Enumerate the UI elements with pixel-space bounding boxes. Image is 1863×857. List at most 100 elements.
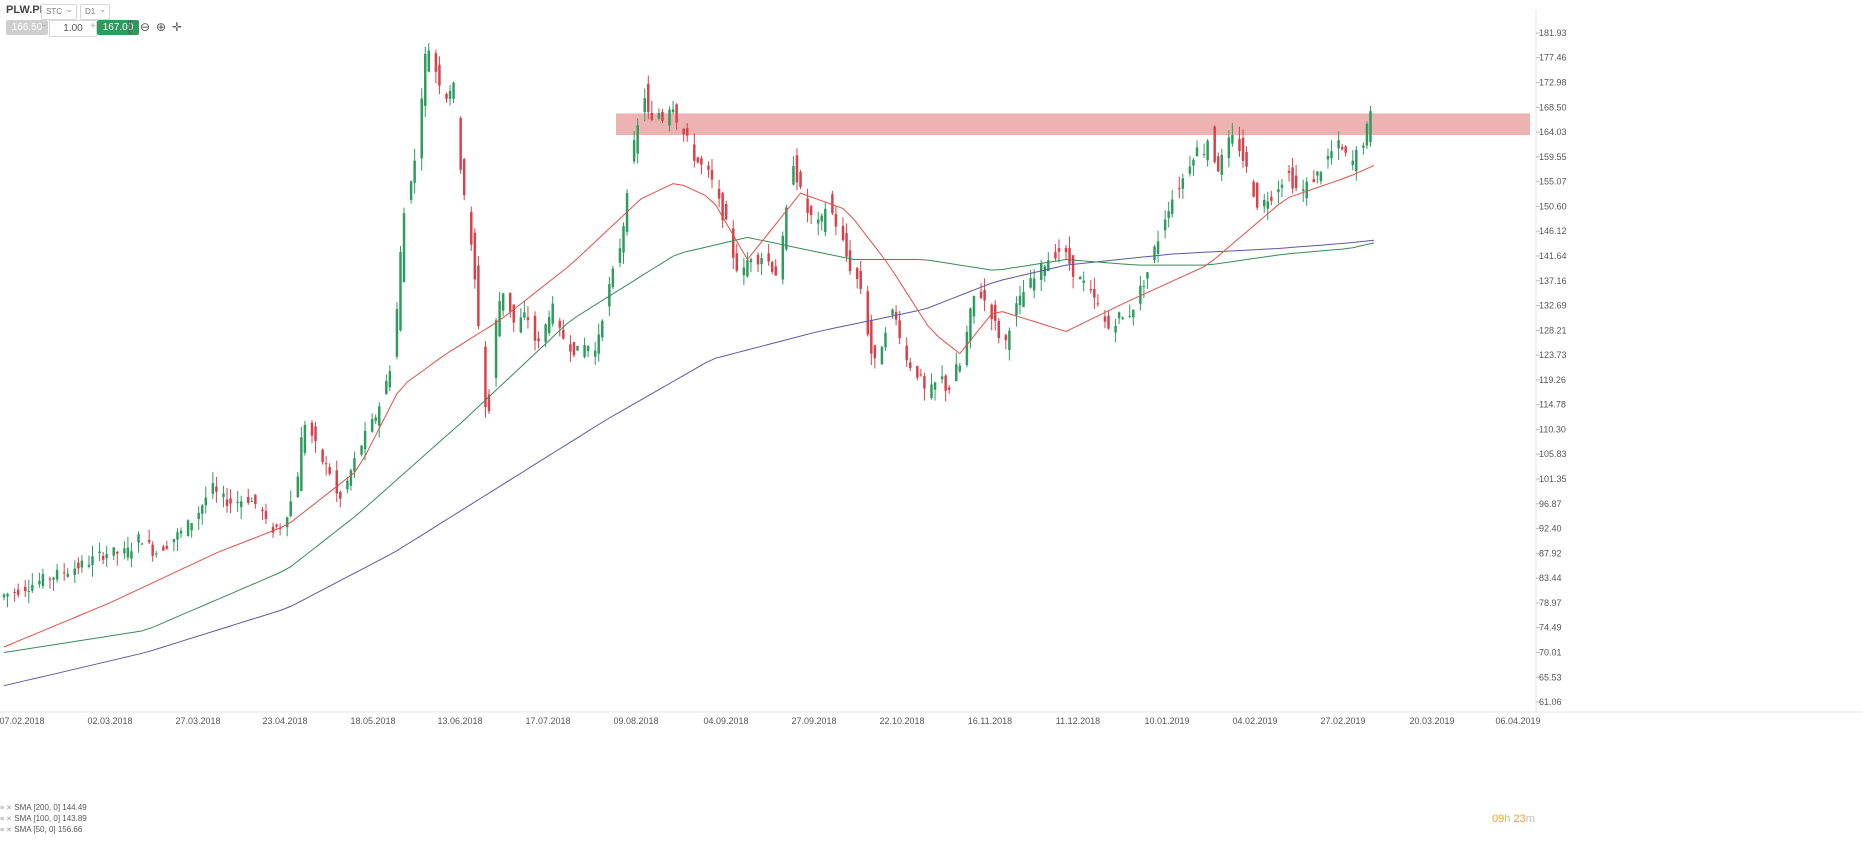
- candle-body: [1252, 181, 1255, 197]
- candle-body: [611, 268, 615, 288]
- candle-body: [13, 591, 16, 593]
- candle-body: [55, 569, 59, 580]
- candle-body: [1139, 285, 1142, 304]
- close-icon[interactable]: ✕: [6, 816, 12, 823]
- interval-select[interactable]: D1: [80, 2, 111, 20]
- sma50-line: [3, 164, 1375, 648]
- legend-label: SMA [50, 0] 156.66: [14, 825, 83, 834]
- candle-body: [1238, 138, 1241, 152]
- candle-body: [1029, 278, 1032, 288]
- candle-body: [399, 252, 402, 331]
- x-tick-label: 09.08.2018: [613, 716, 658, 726]
- candle-body: [1082, 280, 1085, 283]
- candle-body: [328, 467, 331, 474]
- candle-body: [972, 295, 976, 317]
- candle-body: [873, 345, 877, 359]
- y-tick-label: 70.01: [1539, 647, 1562, 657]
- candle-body: [1351, 160, 1354, 166]
- crosshair-icon[interactable]: ✛: [171, 20, 183, 34]
- legend-item-sma100[interactable]: ≡ ✕ SMA [100, 0] 143.89: [0, 814, 87, 825]
- candle-body: [523, 312, 526, 318]
- candle-body: [774, 266, 777, 276]
- candle-body: [834, 214, 838, 227]
- candle-body: [1301, 189, 1305, 191]
- candle-body: [31, 584, 34, 591]
- candle-body: [1294, 175, 1298, 189]
- y-tick-label: 164.03: [1539, 127, 1567, 137]
- menu-icon[interactable]: ≡: [0, 816, 5, 823]
- candle-body: [558, 320, 562, 328]
- candle-body: [1216, 156, 1220, 172]
- candle-body: [1015, 303, 1018, 316]
- candle-body: [1326, 155, 1330, 160]
- chart-type-icon[interactable]: ║: [125, 20, 135, 34]
- candle-body: [947, 387, 951, 390]
- zoom-in-icon[interactable]: ⊕: [155, 20, 167, 34]
- candle-body: [378, 406, 381, 426]
- menu-icon[interactable]: ≡: [0, 805, 5, 812]
- candle-body: [930, 384, 933, 399]
- candle-body: [126, 547, 130, 558]
- candle-body: [137, 534, 140, 543]
- candle-body: [1337, 140, 1340, 149]
- x-tick-label: 18.05.2018: [350, 716, 395, 726]
- zoom-out-icon[interactable]: ⊖: [139, 20, 151, 34]
- quantity-plus-icon[interactable]: +: [90, 21, 96, 32]
- candle-body: [997, 320, 1000, 339]
- candle-body: [816, 219, 820, 224]
- candle-body: [508, 292, 512, 312]
- candle-body: [353, 458, 356, 472]
- account-select[interactable]: STC: [41, 2, 77, 20]
- candle-body: [303, 424, 307, 453]
- candle-body: [1132, 309, 1135, 318]
- candle-body: [647, 83, 650, 113]
- candle-body: [1022, 292, 1025, 308]
- candle-body: [77, 562, 80, 569]
- candle-body: [1231, 134, 1234, 144]
- candle-body: [105, 554, 108, 559]
- candle-body: [346, 480, 349, 490]
- candle-body: [1163, 219, 1167, 231]
- candle-body: [746, 260, 749, 277]
- candle-body: [1114, 325, 1117, 333]
- candle-body: [841, 225, 845, 241]
- candle-body: [222, 493, 225, 497]
- candle-body: [1305, 181, 1308, 199]
- candle-body: [519, 317, 523, 333]
- candle-body: [498, 301, 501, 337]
- quantity-input[interactable]: 1.00: [49, 20, 97, 37]
- menu-icon[interactable]: ≡: [0, 827, 5, 834]
- x-tick-label: 04.02.2019: [1232, 716, 1277, 726]
- candle-body: [601, 320, 604, 338]
- candle-body: [562, 329, 565, 339]
- candle-body: [1008, 330, 1011, 350]
- candle-body: [1280, 184, 1284, 188]
- candle-body: [898, 320, 901, 339]
- candle-body: [643, 98, 646, 113]
- candle-body: [675, 104, 678, 123]
- candle-body: [434, 53, 438, 72]
- candle-body: [1142, 285, 1146, 288]
- quantity-minus-icon[interactable]: −: [41, 21, 47, 32]
- x-tick-label: 27.09.2018: [791, 716, 836, 726]
- bid-price-button[interactable]: 166.50: [6, 20, 48, 35]
- candle-body: [462, 159, 466, 196]
- candle-body: [314, 426, 317, 442]
- candle-body: [583, 345, 586, 357]
- candle-body: [501, 293, 505, 311]
- candle-body: [933, 382, 937, 390]
- candle-body: [27, 591, 31, 593]
- candle-body: [859, 270, 862, 289]
- legend-item-sma200[interactable]: ≡ ✕ SMA [200, 0] 144.49: [0, 803, 87, 814]
- candle-body: [785, 207, 788, 250]
- y-tick-label: 78.97: [1539, 598, 1562, 608]
- legend-item-sma50[interactable]: ≡ ✕ SMA [50, 0] 156.66: [0, 825, 87, 836]
- candle-body: [452, 82, 455, 99]
- close-icon[interactable]: ✕: [6, 805, 12, 812]
- close-icon[interactable]: ✕: [6, 827, 12, 834]
- candle-body: [1213, 126, 1216, 162]
- sma-layer: [3, 164, 1375, 687]
- candle-body: [657, 113, 661, 119]
- ask-price-button[interactable]: 167.00: [97, 20, 139, 35]
